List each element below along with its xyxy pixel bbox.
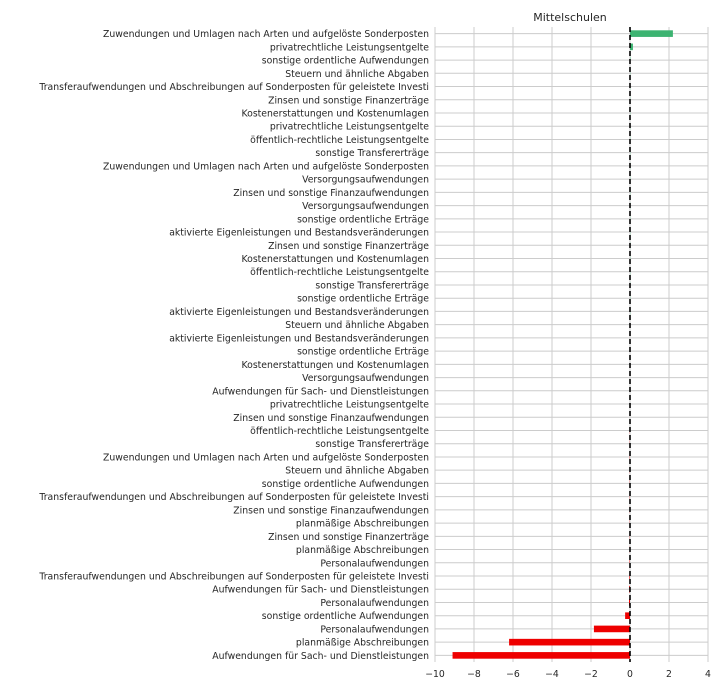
category-label: Versorgungsaufwendungen [302, 201, 429, 212]
category-label: Zinsen und sonstige Finanzaufwendungen [233, 413, 429, 424]
category-label: planmäßige Abschreibungen [296, 638, 429, 649]
category-label: Kostenerstattungen und Kostenumlagen [242, 254, 430, 265]
category-label: Steuern und ähnliche Abgaben [285, 69, 429, 80]
bar [630, 43, 633, 51]
category-label: Aufwendungen für Sach- und Dienstleistun… [212, 585, 429, 596]
category-label: Zinsen und sonstige Finanzerträge [268, 532, 429, 543]
category-label: Personalaufwendungen [320, 624, 429, 635]
category-label: sonstige ordentliche Erträge [297, 214, 429, 225]
category-label: Steuern und ähnliche Abgaben [285, 320, 429, 331]
category-label: Zinsen und sonstige Finanzerträge [268, 241, 429, 252]
category-label: Zinsen und sonstige Finanzaufwendungen [233, 505, 429, 516]
category-label: aktivierte Eigenleistungen und Bestandsv… [169, 228, 429, 239]
bar [629, 599, 630, 606]
x-tick-label: −10 [425, 669, 445, 680]
category-label: Personalaufwendungen [320, 558, 429, 569]
category-label: Steuern und ähnliche Abgaben [285, 466, 429, 477]
bars [452, 30, 673, 659]
category-label: sonstige ordentliche Aufwendungen [262, 479, 429, 490]
category-label: Kostenerstattungen und Kostenumlagen [242, 360, 430, 371]
category-label: öffentlich-rechtliche Leistungsentgelte [250, 135, 429, 146]
chart-title: Mittelschulen [533, 11, 607, 24]
category-label: privatrechtliche Leistungsentgelte [270, 42, 429, 53]
category-label: Aufwendungen für Sach- und Dienstleistun… [212, 386, 429, 397]
category-label: sonstige ordentliche Erträge [297, 347, 429, 358]
category-label: öffentlich-rechtliche Leistungsentgelte [250, 426, 429, 437]
bar [593, 625, 630, 633]
category-label: aktivierte Eigenleistungen und Bestandsv… [169, 333, 429, 344]
category-label: planmäßige Abschreibungen [296, 519, 429, 530]
bar [629, 572, 630, 580]
category-label: sonstige ordentliche Aufwendungen [262, 56, 429, 67]
category-label: sonstige Transfererträge [315, 148, 429, 159]
category-label: Zinsen und sonstige Finanzerträge [268, 95, 429, 106]
category-label: privatrechtliche Leistungsentgelte [270, 400, 429, 411]
category-label: Zuwendungen und Umlagen nach Arten und a… [103, 161, 429, 172]
category-label: planmäßige Abschreibungen [296, 545, 429, 556]
category-label: sonstige Transfererträge [315, 280, 429, 291]
x-tick-label: −8 [467, 669, 481, 680]
category-label: aktivierte Eigenleistungen und Bestandsv… [169, 307, 429, 318]
bar [509, 638, 630, 646]
category-label: Transferaufwendungen und Abschreibungen … [38, 492, 429, 503]
category-labels: Zuwendungen und Umlagen nach Arten und a… [38, 29, 429, 662]
category-label: Zinsen und sonstige Finanzaufwendungen [233, 188, 429, 199]
category-label: Zuwendungen und Umlagen nach Arten und a… [103, 29, 429, 40]
category-label: Versorgungsaufwendungen [302, 175, 429, 186]
x-tick-label: 0 [627, 669, 633, 680]
bar [630, 30, 673, 37]
x-tick-label: 4 [705, 669, 711, 680]
x-tick-label: 2 [666, 669, 672, 680]
grid [434, 27, 709, 662]
category-label: Versorgungsaufwendungen [302, 373, 429, 384]
category-label: Personalaufwendungen [320, 598, 429, 609]
bar [625, 612, 630, 620]
category-label: Transferaufwendungen und Abschreibungen … [38, 572, 429, 583]
category-label: sonstige Transfererträge [315, 439, 429, 450]
category-label: Aufwendungen für Sach- und Dienstleistun… [212, 651, 429, 662]
category-label: sonstige ordentliche Erträge [297, 294, 429, 305]
bar [452, 652, 630, 659]
x-axis-ticks: −10 −8 −6 −4 −2 0 2 4 [425, 669, 711, 680]
category-label: öffentlich-rechtliche Leistungsentgelte [250, 267, 429, 278]
category-label: Zuwendungen und Umlagen nach Arten und a… [103, 452, 429, 463]
category-label: privatrechtliche Leistungsentgelte [270, 122, 429, 133]
x-tick-label: −4 [545, 669, 559, 680]
category-label: Transferaufwendungen und Abschreibungen … [38, 82, 429, 93]
x-tick-label: −2 [584, 669, 598, 680]
category-label: sonstige ordentliche Aufwendungen [262, 611, 429, 622]
x-tick-label: −6 [506, 669, 520, 680]
category-label: Kostenerstattungen und Kostenumlagen [242, 108, 430, 119]
